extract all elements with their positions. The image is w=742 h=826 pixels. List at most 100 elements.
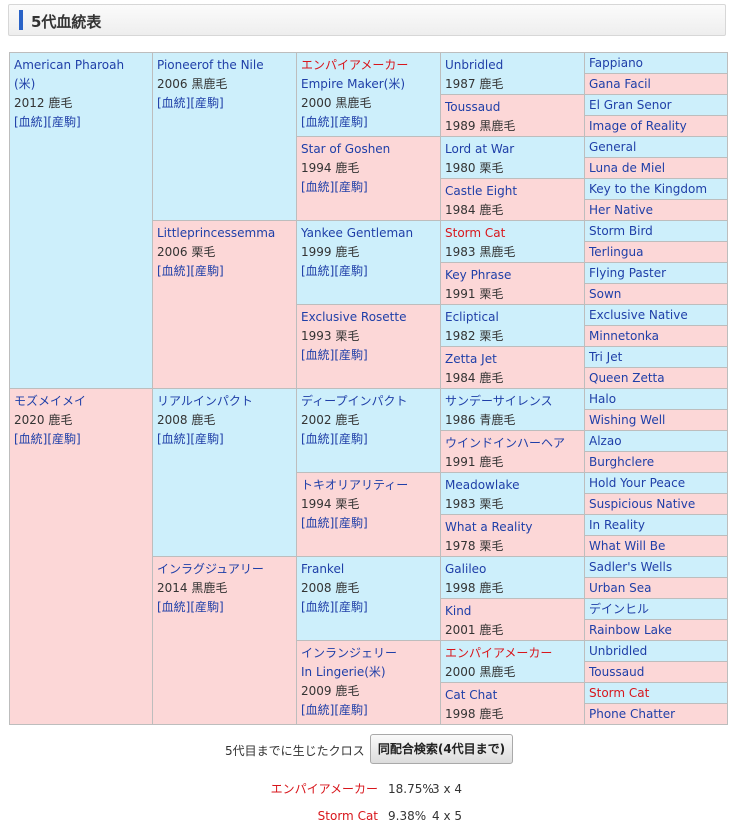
pedigree-progeny-links[interactable]: [血統][産駒]	[301, 432, 368, 446]
pedigree-cell-gen4: Ecliptical 1982 栗毛	[440, 304, 585, 347]
horse-name-link[interactable]: Storm Bird	[589, 224, 653, 238]
horse-name-link[interactable]: Yankee Gentleman	[301, 226, 414, 240]
horse-name-link[interactable]: Halo	[589, 392, 617, 406]
pedigree-progeny-links[interactable]: [血統][産駒]	[157, 264, 224, 278]
pedigree-progeny-links[interactable]: [血統][産駒]	[301, 703, 368, 717]
horse-name-link[interactable]: デインヒル	[589, 602, 650, 616]
horse-name-link[interactable]: Queen Zetta	[589, 371, 665, 385]
horse-name-link[interactable]: Wishing Well	[589, 413, 666, 427]
horse-name-link[interactable]: Zetta Jet	[445, 352, 497, 366]
horse-name-link[interactable]: Key to the Kingdom	[589, 182, 708, 196]
pedigree-progeny-links[interactable]: [血統][産駒]	[14, 115, 81, 129]
pedigree-cell-gen3: Star of Goshen 1994 鹿毛 [血統][産駒]	[296, 136, 441, 221]
horse-name-link[interactable]: Cat Chat	[445, 688, 498, 702]
horse-name-link[interactable]: Urban Sea	[589, 581, 652, 595]
pedigree-progeny-links[interactable]: [血統][産駒]	[157, 600, 224, 614]
pedigree-cell-gen5: Fappiano	[584, 52, 728, 74]
horse-name-link[interactable]: Meadowlake	[445, 478, 520, 492]
horse-name-link[interactable]: Suspicious Native	[589, 497, 696, 511]
cross-horse-link[interactable]: Storm Cat	[317, 809, 378, 823]
pedigree-progeny-links[interactable]: [血統][産駒]	[157, 96, 224, 110]
horse-name-link[interactable]: トキオリアリティー	[301, 478, 409, 492]
horse-name-link[interactable]: Galileo	[445, 562, 487, 576]
horse-name-link[interactable]: Pioneerof the Nile	[157, 58, 264, 72]
horse-name-secondary[interactable]: (米)	[14, 77, 36, 91]
horse-name-link[interactable]: モズメイメイ	[14, 394, 87, 408]
horse-name-link[interactable]: El Gran Senor	[589, 98, 672, 112]
horse-name-secondary[interactable]: Empire Maker(米)	[301, 77, 405, 91]
pedigree-cell-gen4: サンデーサイレンス 1986 青鹿毛	[440, 388, 585, 431]
horse-name-link[interactable]: Sown	[589, 287, 622, 301]
horse-name-link[interactable]: In Reality	[589, 518, 645, 532]
horse-name-link[interactable]: Gana Facil	[589, 77, 651, 91]
horse-name-link[interactable]: Fappiano	[589, 56, 644, 70]
pedigree-progeny-links[interactable]: [血統][産駒]	[301, 348, 368, 362]
horse-name-link[interactable]: Storm Cat	[445, 226, 506, 240]
horse-name-link[interactable]: Lord at War	[445, 142, 515, 156]
horse-name-link[interactable]: Sadler's Wells	[589, 560, 673, 574]
pedigree-cell-gen3: トキオリアリティー 1994 栗毛 [血統][産駒]	[296, 472, 441, 557]
horse-name-link[interactable]: ディープインパクト	[301, 394, 408, 408]
horse-name-link[interactable]: Ecliptical	[445, 310, 499, 324]
horse-name-link[interactable]: Littleprincessemma	[157, 226, 276, 240]
horse-name-link[interactable]: Terlingua	[589, 245, 644, 259]
pedigree-progeny-links[interactable]: [血統][産駒]	[301, 115, 368, 129]
horse-birth-color: 1984 鹿毛	[445, 203, 504, 217]
pedigree-progeny-links[interactable]: [血統][産駒]	[301, 264, 368, 278]
horse-name-link[interactable]: エンパイアメーカー	[445, 646, 553, 660]
cross-generations: 4 x 5	[432, 809, 462, 823]
horse-name-link[interactable]: Star of Goshen	[301, 142, 391, 156]
pedigree-progeny-links[interactable]: [血統][産駒]	[301, 516, 368, 530]
horse-name-link[interactable]: Phone Chatter	[589, 707, 676, 721]
horse-name-link[interactable]: Toussaud	[445, 100, 501, 114]
horse-name-link[interactable]: サンデーサイレンス	[445, 394, 553, 408]
horse-name-link[interactable]: Rainbow Lake	[589, 623, 672, 637]
horse-name-link[interactable]: Luna de Miel	[589, 161, 666, 175]
pedigree-cell-gen5: Suspicious Native	[584, 493, 728, 515]
horse-name-secondary[interactable]: In Lingerie(米)	[301, 665, 386, 679]
horse-name-link[interactable]: Burghclere	[589, 455, 655, 469]
horse-name-link[interactable]: Exclusive Native	[589, 308, 688, 322]
horse-name-link[interactable]: American Pharoah	[14, 58, 125, 72]
horse-name-link[interactable]: インランジェリー	[301, 646, 398, 660]
pedigree-cell-gen1: American Pharoah (米) 2012 鹿毛 [血統][産駒]	[9, 52, 153, 389]
horse-name-link[interactable]: What a Reality	[445, 520, 533, 534]
horse-name-link[interactable]: Toussaud	[589, 665, 645, 679]
horse-birth-color: 1994 鹿毛	[301, 161, 360, 175]
horse-name-link[interactable]: Tri Jet	[589, 350, 623, 364]
pedigree-progeny-links[interactable]: [血統][産駒]	[301, 600, 368, 614]
horse-name-link[interactable]: Hold Your Peace	[589, 476, 686, 490]
pedigree-progeny-links[interactable]: [血統][産駒]	[157, 432, 224, 446]
horse-name-link[interactable]: エンパイアメーカー	[301, 58, 409, 72]
horse-birth-color: 2012 鹿毛	[14, 96, 73, 110]
horse-name-link[interactable]: Key Phrase	[445, 268, 512, 282]
horse-name-link[interactable]: Alzao	[589, 434, 622, 448]
horse-name-link[interactable]: Minnetonka	[589, 329, 660, 343]
cross-horse-link[interactable]: エンパイアメーカー	[270, 782, 378, 796]
horse-name-link[interactable]: リアルインパクト	[157, 394, 253, 408]
pedigree-cell-gen4: Galileo 1998 鹿毛	[440, 556, 585, 599]
pedigree-progeny-links[interactable]: [血統][産駒]	[14, 432, 81, 446]
horse-name-link[interactable]: インラグジュアリー	[157, 562, 264, 576]
horse-birth-color: 1989 黒鹿毛	[445, 119, 516, 133]
horse-name-link[interactable]: Flying Paster	[589, 266, 667, 280]
same-mating-search-button[interactable]: 同配合検索(4代目まで)	[370, 734, 513, 764]
horse-name-link[interactable]: Castle Eight	[445, 184, 518, 198]
horse-name-link[interactable]: Unbridled	[445, 58, 504, 72]
pedigree-cell-gen5: Phone Chatter	[584, 703, 728, 725]
horse-name-link[interactable]: Kind	[445, 604, 472, 618]
horse-name-link[interactable]: Exclusive Rosette	[301, 310, 407, 324]
horse-name-link[interactable]: Frankel	[301, 562, 345, 576]
horse-name-link[interactable]: ウインドインハーヘア	[445, 436, 566, 450]
horse-name-link[interactable]: Unbridled	[589, 644, 648, 658]
pedigree-cell-gen3: Yankee Gentleman 1999 鹿毛 [血統][産駒]	[296, 220, 441, 305]
horse-name-link[interactable]: What Will Be	[589, 539, 666, 553]
horse-name-link[interactable]: Her Native	[589, 203, 654, 217]
pedigree-progeny-links[interactable]: [血統][産駒]	[301, 180, 368, 194]
pedigree-cell-gen5: Urban Sea	[584, 577, 728, 599]
horse-name-link[interactable]: Storm Cat	[589, 686, 650, 700]
horse-name-link[interactable]: Image of Reality	[589, 119, 687, 133]
horse-name-link[interactable]: General	[589, 140, 637, 154]
cross-percent: 18.75%	[388, 782, 434, 796]
horse-birth-color: 1999 鹿毛	[301, 245, 360, 259]
